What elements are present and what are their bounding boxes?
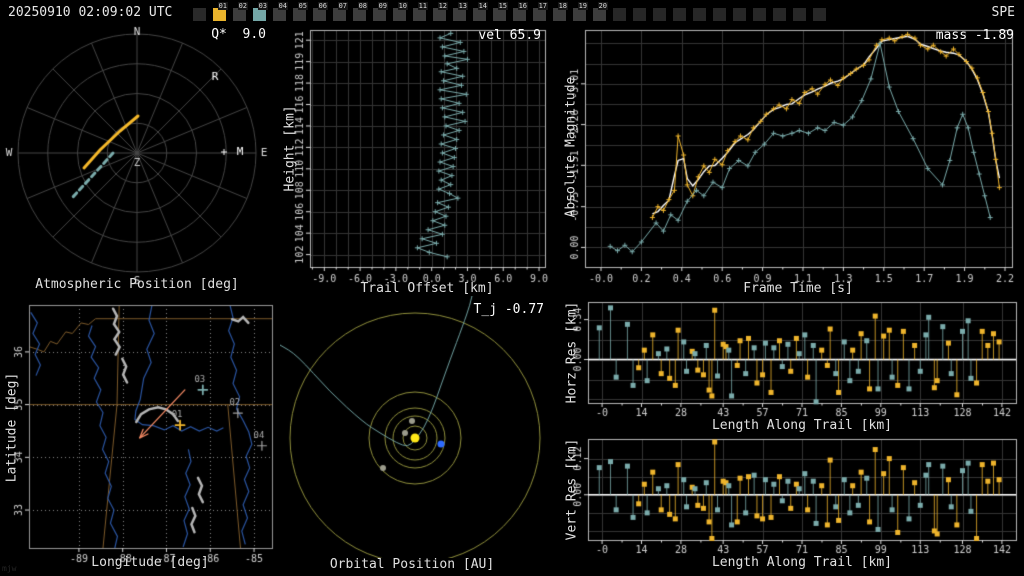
frame-thumb[interactable]: 14	[473, 2, 488, 21]
q-value-label: Q* 9.0	[211, 27, 266, 42]
frame-thumb[interactable]: 15	[493, 2, 508, 21]
frame-thumb[interactable]: 07	[333, 2, 348, 21]
frame-thumb-empty[interactable]	[193, 8, 206, 21]
frame-number: 07	[337, 2, 348, 10]
length-along-trail-axis-label-2: Length Along Trail [km]	[711, 555, 892, 570]
frame-thumb[interactable]: 18	[553, 2, 568, 21]
mass-label: mass -1.89	[935, 28, 1014, 43]
timestamp: 20250910 02:09:02 UTC	[8, 5, 173, 20]
frame-number: 09	[377, 2, 388, 10]
frame-number: 15	[497, 2, 508, 10]
orbital-position-plot	[280, 296, 565, 558]
frame-thumb[interactable]: 01	[213, 2, 228, 21]
frame-thumb[interactable]: 13	[453, 2, 468, 21]
frame-number: 20	[597, 2, 608, 10]
frame-time-axis-label: Frame Time [s]	[743, 281, 853, 296]
frame-number: 14	[477, 2, 488, 10]
frame-number: 04	[277, 2, 288, 10]
frame-thumb-empty[interactable]	[613, 8, 626, 21]
vert-res-axis-label: Vert Res [km]	[564, 438, 580, 541]
frame-strip: 01 02 03 04 05 06 07 08 09 10 11 12 13 14 15 16 17 18 19 20	[193, 2, 853, 24]
ground-track-map	[0, 296, 280, 572]
horizontal-residuals-plot	[565, 296, 1024, 428]
frame-thumb[interactable]: 10	[393, 2, 408, 21]
height-axis-label: Height [km]	[282, 105, 298, 192]
frame-thumb-empty[interactable]	[693, 8, 706, 21]
atmospheric-position-plot	[0, 24, 280, 296]
frame-number: 18	[557, 2, 568, 10]
frame-thumb-empty[interactable]	[773, 8, 786, 21]
vertical-residuals-plot	[565, 433, 1024, 565]
frame-thumb[interactable]: 04	[273, 2, 288, 21]
velocity-label: vel 65.9	[478, 28, 541, 43]
magnitude-axis-label: Absolute Magnitude	[563, 76, 579, 218]
frame-number: 05	[297, 2, 308, 10]
frame-number: 11	[417, 2, 428, 10]
frame-number: 17	[537, 2, 548, 10]
length-along-trail-axis-label-1: Length Along Trail [km]	[711, 418, 892, 433]
frame-thumb[interactable]: 09	[373, 2, 388, 21]
frame-number: 01	[217, 2, 228, 10]
frame-thumb[interactable]: 12	[433, 2, 448, 21]
frame-number: 02	[237, 2, 248, 10]
frame-thumb[interactable]: 02	[233, 2, 248, 21]
frame-thumb-empty[interactable]	[813, 8, 826, 21]
trail-offset-plot	[280, 24, 565, 296]
tisserand-label: T_j -0.77	[473, 302, 544, 317]
orbital-plot-title: Orbital Position [AU]	[329, 557, 495, 572]
mode-label: SPE	[991, 5, 1015, 20]
frame-thumb[interactable]: 20	[593, 2, 608, 21]
frame-thumb-empty[interactable]	[733, 8, 746, 21]
frame-thumb-empty[interactable]	[673, 8, 686, 21]
frame-thumb-empty[interactable]	[753, 8, 766, 21]
frame-thumb[interactable]: 05	[293, 2, 308, 21]
watermark: mjw	[2, 564, 17, 573]
frame-number: 06	[317, 2, 328, 10]
horz-res-axis-label: Horz Res [km]	[564, 301, 580, 404]
atmospheric-plot-title: Atmospheric Position [deg]	[35, 277, 239, 292]
light-curve-plot	[565, 24, 1024, 296]
frame-number: 13	[457, 2, 468, 10]
frame-number: 10	[397, 2, 408, 10]
frame-number: 08	[357, 2, 368, 10]
frame-thumb[interactable]: 16	[513, 2, 528, 21]
latitude-axis-label: Latitude [deg]	[4, 372, 20, 483]
trail-offset-axis-label: Trail Offset [km]	[360, 281, 494, 296]
frame-thumb-empty[interactable]	[713, 8, 726, 21]
frame-thumb[interactable]: 11	[413, 2, 428, 21]
frame-thumb[interactable]: 17	[533, 2, 548, 21]
frame-thumb[interactable]: 08	[353, 2, 368, 21]
frame-thumb[interactable]: 06	[313, 2, 328, 21]
frame-thumb-empty[interactable]	[653, 8, 666, 21]
frame-number: 16	[517, 2, 528, 10]
frame-number: 03	[257, 2, 268, 10]
frame-thumb-empty[interactable]	[793, 8, 806, 21]
frame-thumb[interactable]: 19	[573, 2, 588, 21]
frame-number: 19	[577, 2, 588, 10]
longitude-axis-label: Longitude [deg]	[91, 555, 209, 570]
frame-thumb[interactable]: 03	[253, 2, 268, 21]
frame-number: 12	[437, 2, 448, 10]
frame-thumb-empty[interactable]	[633, 8, 646, 21]
